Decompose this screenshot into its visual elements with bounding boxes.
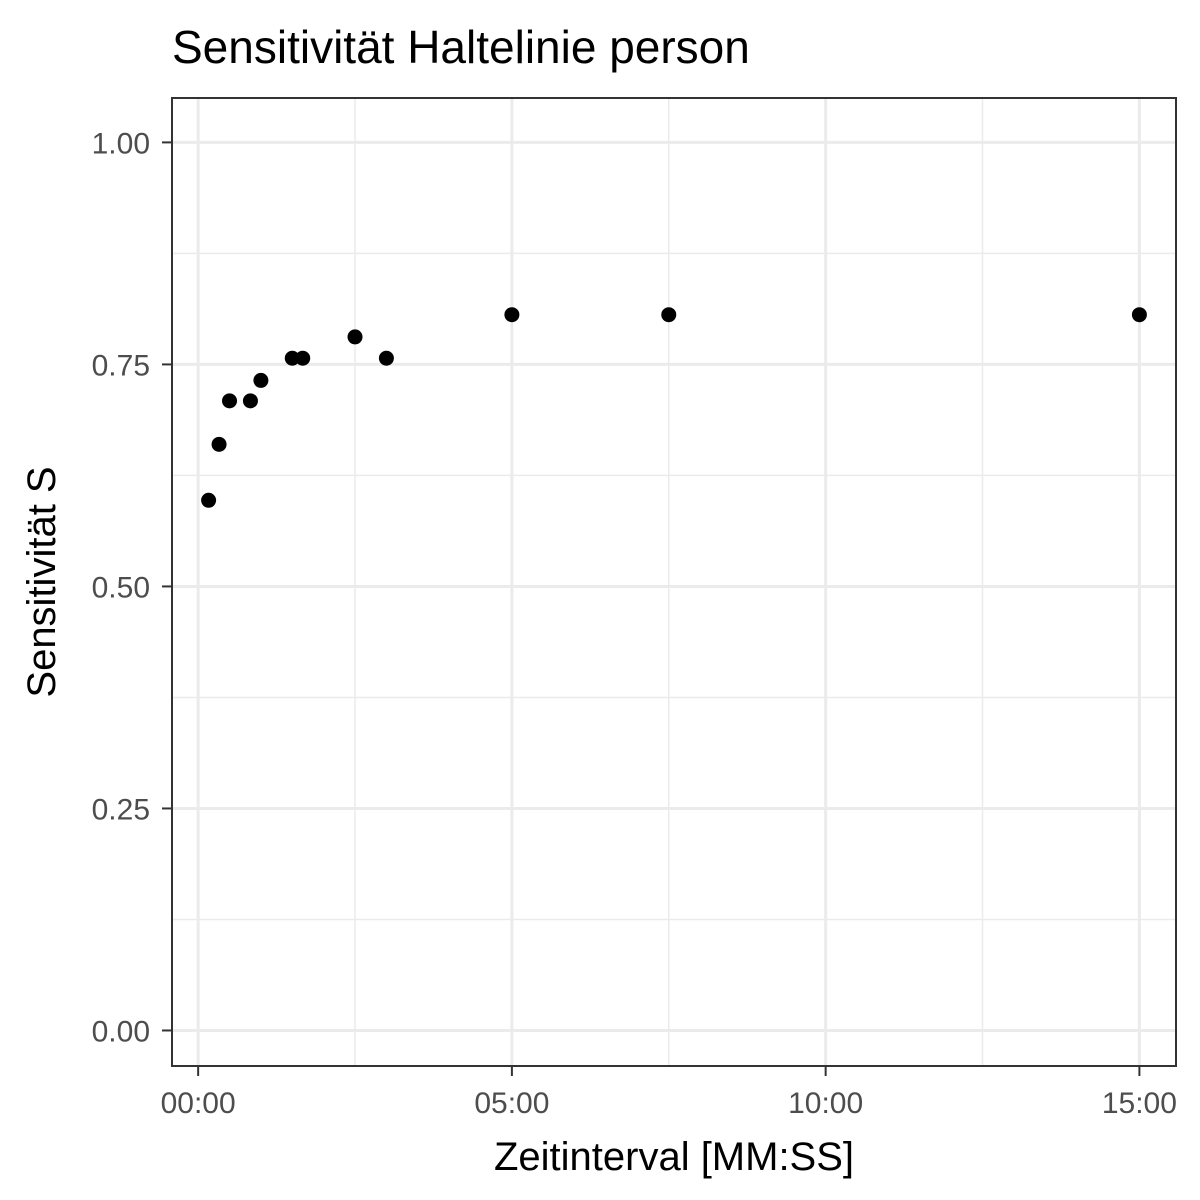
plot-panel-border bbox=[171, 97, 1177, 1067]
data-point bbox=[1131, 307, 1147, 323]
major-gridlines bbox=[172, 98, 1176, 1066]
minor-gridlines bbox=[172, 98, 1176, 1066]
x-tick-label: 10:00 bbox=[788, 1087, 863, 1120]
y-tick-label: 0.50 bbox=[92, 571, 150, 604]
y-tick-label: 0.75 bbox=[92, 349, 150, 382]
x-tick-label: 15:00 bbox=[1102, 1087, 1177, 1120]
chart-title: Sensitivität Haltelinie person bbox=[172, 21, 750, 73]
x-axis-ticks: 00:00 05:00 10:00 15:00 bbox=[161, 1066, 1177, 1120]
y-tick-label: 0.25 bbox=[92, 793, 150, 826]
y-tick-label: 0.00 bbox=[92, 1015, 150, 1048]
x-tick-label: 05:00 bbox=[474, 1087, 549, 1120]
data-points bbox=[201, 307, 1147, 508]
data-point bbox=[378, 350, 394, 366]
y-axis-ticks: 0.00 0.25 0.50 0.75 1.00 bbox=[92, 127, 172, 1048]
data-point bbox=[504, 307, 520, 323]
y-tick-label: 1.00 bbox=[92, 127, 150, 160]
y-axis-title: Sensitivität S bbox=[20, 466, 64, 697]
data-point bbox=[201, 492, 217, 508]
data-point bbox=[347, 329, 363, 345]
data-point bbox=[242, 393, 258, 409]
data-point bbox=[222, 393, 238, 409]
data-point bbox=[661, 307, 677, 323]
data-point bbox=[211, 436, 227, 452]
x-axis-title: Zeitinterval [MM:SS] bbox=[494, 1135, 854, 1179]
data-point bbox=[295, 350, 311, 366]
data-point bbox=[253, 372, 269, 388]
x-tick-label: 00:00 bbox=[161, 1087, 236, 1120]
data-point bbox=[284, 350, 300, 366]
